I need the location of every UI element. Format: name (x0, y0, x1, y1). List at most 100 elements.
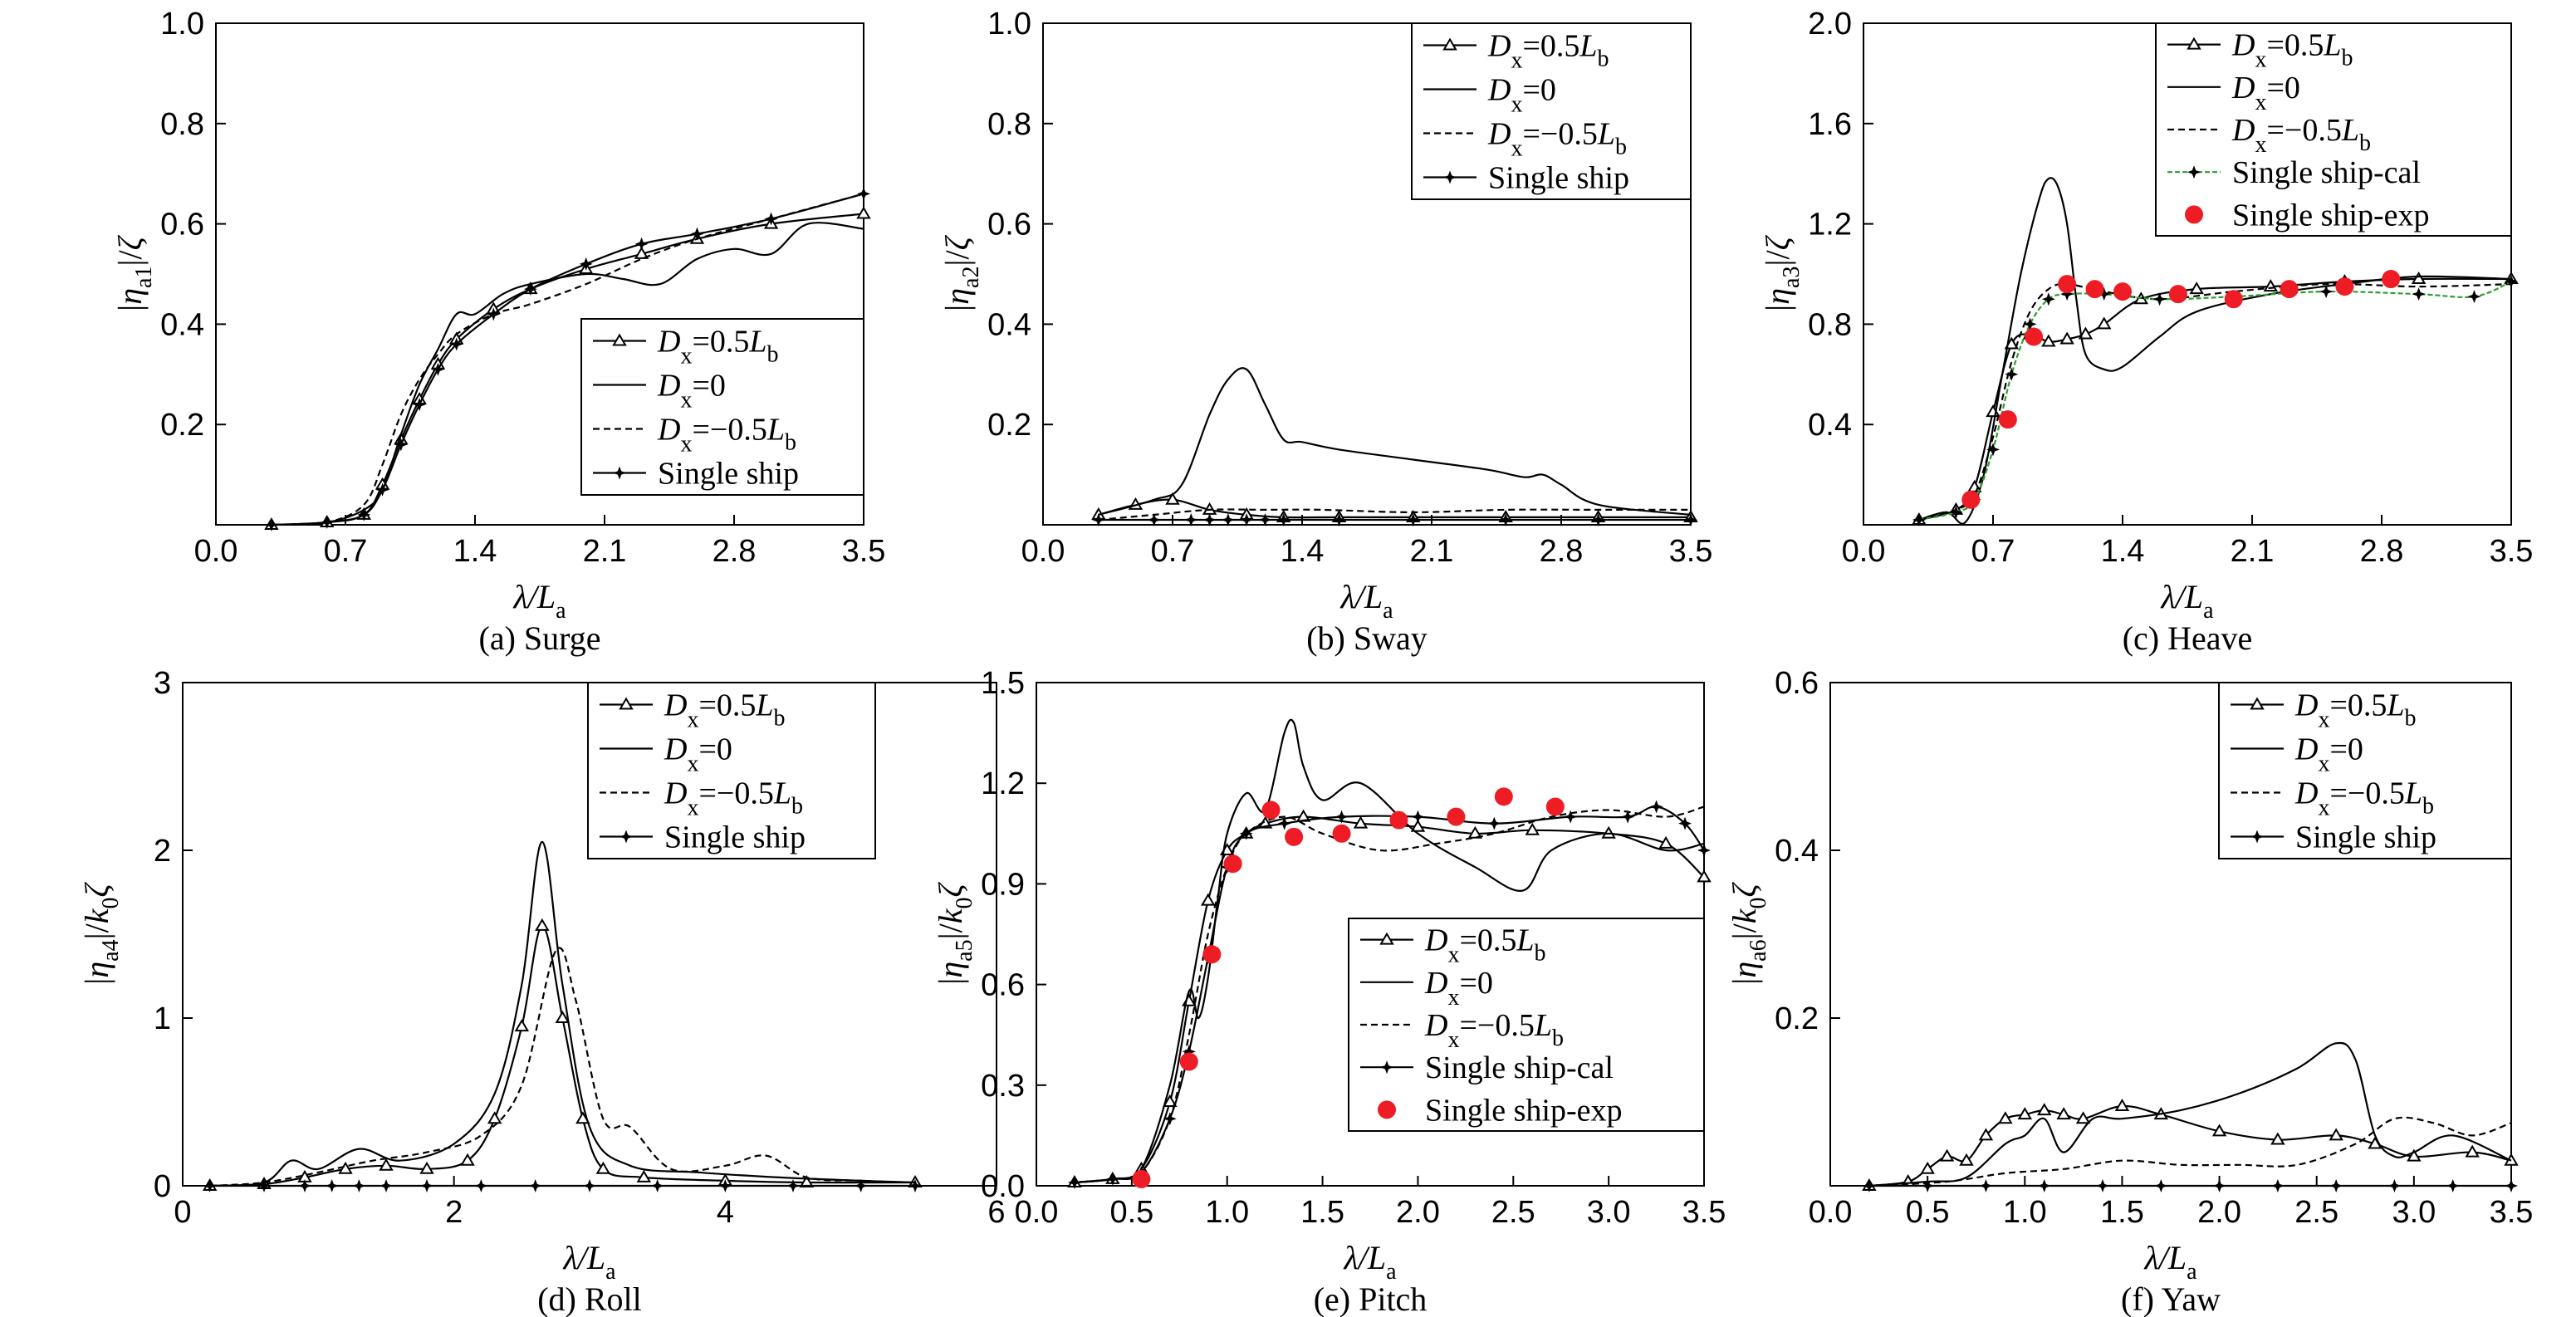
y-tick-label: 1.5 (981, 666, 1025, 701)
legend-label: Dx=0.5Lb (2294, 688, 2417, 733)
data-point (650, 1179, 664, 1192)
legend-label: Dx=−0.5Lb (2294, 776, 2434, 821)
y-tick-label: 0.0 (981, 1169, 1025, 1204)
data-point (420, 1179, 433, 1192)
data-point (2078, 326, 2094, 340)
legend-label: Dx=0.5Lb (664, 688, 786, 733)
data-point (2025, 327, 2044, 346)
data-point (1545, 797, 1565, 816)
data-point (1276, 512, 1290, 526)
x-tick-label: 0.5 (1109, 1195, 1153, 1230)
data-point (1961, 490, 1981, 509)
x-axis-label: λ/La (2160, 578, 2214, 624)
legend-label: Dx=0.5Lb (2231, 28, 2353, 73)
legend-label: Dx=0.5Lb (657, 325, 779, 370)
data-point (2189, 282, 2204, 295)
y-tick-label: 0.8 (160, 107, 204, 142)
x-tick-label: 0 (174, 1195, 191, 1230)
panel-caption: (e) Pitch (1314, 1280, 1428, 1317)
legend-marker (613, 466, 626, 480)
legend-label: Dx=−0.5Lb (657, 413, 796, 458)
plot-frame (1042, 22, 1692, 526)
data-point (2152, 292, 2167, 306)
y-tick-label: 0.2 (160, 408, 204, 443)
legend-label: Dx=−0.5Lb (2231, 113, 2371, 158)
data-point (2097, 287, 2111, 301)
series-star (203, 1179, 922, 1192)
data-point (1132, 1169, 1151, 1188)
data-point (1335, 810, 1349, 824)
series-line (1918, 282, 2512, 521)
y-tick-label: 1 (154, 1001, 171, 1036)
series-star (1067, 800, 1711, 1189)
data-point (1499, 512, 1513, 526)
data-point (634, 246, 649, 259)
x-tick-label: 2 (445, 1195, 463, 1230)
legend-box (2218, 682, 2512, 859)
y-tick-label: 0.2 (987, 408, 1031, 443)
data-point (352, 1179, 366, 1192)
legend-box (1411, 22, 1692, 200)
x-tick-label: 0.0 (1842, 534, 1886, 569)
data-point (1202, 945, 1222, 964)
series-line (1098, 367, 1692, 516)
legend-label: Single ship-exp (1425, 1093, 1622, 1128)
data-point (764, 212, 778, 226)
data-point (2387, 1179, 2402, 1192)
data-point (2114, 1099, 2130, 1112)
data-point (2467, 290, 2481, 304)
data-point (320, 515, 334, 529)
series-solid (1868, 1041, 2512, 1187)
y-tick-label: 1.0 (987, 7, 1031, 42)
data-point (1525, 822, 1540, 835)
series-line (1098, 508, 1691, 521)
x-tick-label: 3.5 (1682, 1195, 1726, 1230)
data-point (1487, 816, 1501, 830)
y-tick-label: 2.0 (1808, 7, 1852, 42)
data-point (1163, 1112, 1177, 1126)
legend-marker (612, 333, 627, 346)
chart-panel-f: 0.0 0.5 1.0 1.5 2.0 2.5 3.0 3.5 0.2 0.4 0.6 Dx=0.5L… (1726, 666, 2533, 1317)
y-tick-label: 1.2 (1808, 208, 1852, 242)
data-point (394, 438, 408, 452)
series-dashed (1868, 1116, 2512, 1187)
data-point (595, 1161, 611, 1174)
data-point (338, 1161, 353, 1174)
legend-label: Dx=0 (2231, 71, 2300, 115)
data-point (2023, 317, 2037, 331)
x-tick-label: 2.5 (2294, 1195, 2338, 1230)
data-point (1939, 1148, 1955, 1162)
x-tick-label: 1.4 (453, 534, 497, 569)
data-point (2270, 1179, 2285, 1192)
data-point (2056, 1107, 2071, 1120)
data-point (375, 482, 389, 497)
data-point (1649, 800, 1663, 814)
series-exp (1961, 270, 2401, 509)
data-point (2211, 1124, 2227, 1137)
legend-label: Single ship (658, 457, 799, 492)
legend-marker (2187, 165, 2201, 179)
y-tick-label: 0 (154, 1169, 171, 1204)
y-tick-label: 0.3 (981, 1069, 1025, 1104)
data-point (1240, 512, 1254, 526)
data-point (636, 1169, 652, 1182)
x-tick-label: 1.0 (2003, 1195, 2047, 1230)
legend-marker (1443, 170, 1457, 184)
data-point (2096, 1179, 2109, 1192)
data-point (2075, 1111, 2091, 1124)
legend-label: Dx=0.5Lb (1487, 29, 1609, 74)
data-point (264, 518, 278, 531)
data-point (1239, 826, 1253, 840)
series-star (1862, 1179, 2518, 1192)
legend-label: Single ship-exp (2232, 198, 2429, 233)
series-solid (209, 840, 916, 1187)
data-point (1277, 816, 1291, 830)
legend-label: Dx=0 (1424, 966, 1493, 1011)
legend-marker (2250, 697, 2265, 710)
x-axis-label: λ/La (1339, 578, 1393, 624)
x-tick-label: 0.7 (324, 534, 368, 569)
series-line (209, 924, 916, 1187)
series-triangle (202, 918, 923, 1191)
